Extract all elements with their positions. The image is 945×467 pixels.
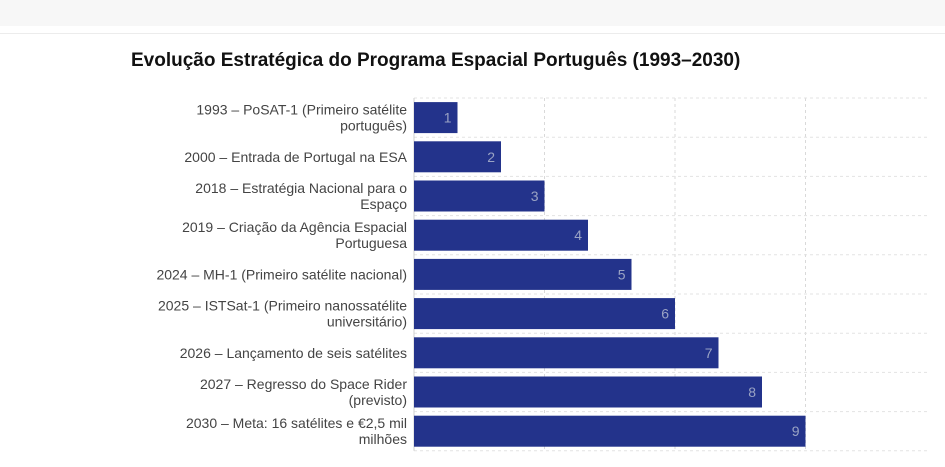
category-label-line: 2018 – Estratégia Nacional para o [195, 180, 407, 196]
bar-value-label: 4 [574, 227, 582, 243]
category-label: 2030 – Meta: 16 satélites e €2,5 mil milh… [186, 415, 407, 447]
bar-value-label: 2 [487, 149, 495, 165]
bar [414, 298, 675, 330]
bar-value-label: 5 [618, 266, 626, 282]
bar [414, 337, 719, 369]
category-label: 2025 – ISTSat-1 (Primeiro nanossatélite u… [158, 298, 407, 330]
category-label: 1993 – PoSAT-1 (Primeiro satélite portugu… [196, 102, 407, 134]
chart-category-labels: 1993 – PoSAT-1 (Primeiro satélite portugu… [156, 102, 407, 448]
category-label-line: 2019 – Criação da Agência Espacial [182, 219, 407, 235]
category-label-line: 2024 – MH-1 (Primeiro satélite nacional) [156, 266, 407, 282]
category-label-line: Espaço [360, 196, 407, 212]
category-label: 2026 – Lançamento de seis satélites [180, 345, 407, 361]
chart-title: Evolução Estratégica do Programa Espacia… [131, 50, 741, 71]
category-label-line: 1993 – PoSAT-1 (Primeiro satélite [196, 102, 407, 118]
bar [414, 258, 632, 290]
category-label-line: 2026 – Lançamento de seis satélites [180, 345, 407, 361]
category-label: 2024 – MH-1 (Primeiro satélite nacional) [156, 266, 407, 282]
category-label: 2000 – Entrada de Portugal na ESA [184, 149, 407, 165]
category-label: 2018 – Estratégia Nacional para o Espaço [195, 180, 407, 212]
top-toolbar-strip [0, 0, 945, 26]
category-label: 2027 – Regresso do Space Rider (previsto) [200, 376, 407, 408]
bar-value-label: 6 [661, 306, 669, 322]
bar-value-label: 9 [792, 423, 800, 439]
top-divider [0, 33, 945, 34]
category-label-line: 2030 – Meta: 16 satélites e €2,5 mil [186, 415, 407, 431]
bar [414, 102, 458, 134]
category-label-line: milhões [359, 431, 407, 447]
category-label-line: (previsto) [349, 392, 407, 408]
category-label-line: Portuguesa [335, 235, 407, 251]
bar [414, 141, 501, 173]
bar-value-label: 8 [748, 384, 756, 400]
category-label-line: 2025 – ISTSat-1 (Primeiro nanossatélite [158, 298, 407, 314]
category-label-line: 2000 – Entrada de Portugal na ESA [184, 149, 407, 165]
bar [414, 376, 762, 408]
bar [414, 219, 588, 251]
category-label-line: universitário) [327, 314, 407, 330]
bar [414, 415, 806, 447]
bar-value-label: 7 [705, 345, 713, 361]
bar-value-label: 1 [444, 110, 452, 126]
category-label-line: português) [340, 118, 407, 134]
chart-bars: 1 2 3 4 5 6 7 8 9 [414, 102, 806, 447]
category-label: 2019 – Criação da Agência Espacial Portug… [182, 219, 407, 251]
bar-value-label: 3 [531, 188, 539, 204]
bar [414, 180, 545, 212]
category-label-line: 2027 – Regresso do Space Rider [200, 376, 407, 392]
